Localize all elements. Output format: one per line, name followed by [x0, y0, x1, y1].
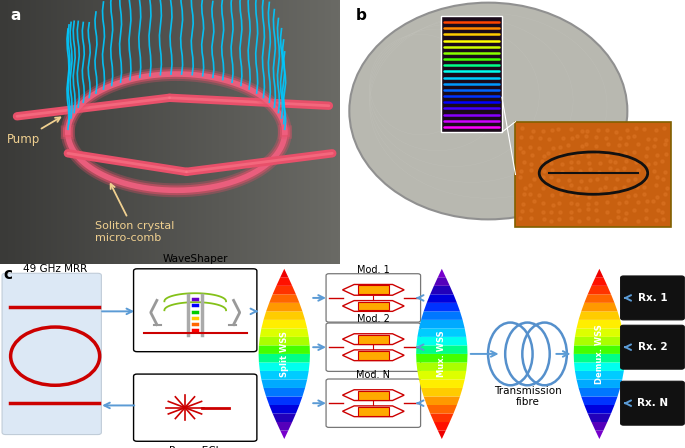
Text: 49 GHz MRR: 49 GHz MRR: [23, 264, 87, 274]
Polygon shape: [574, 337, 625, 345]
FancyBboxPatch shape: [621, 276, 684, 320]
FancyBboxPatch shape: [134, 374, 257, 441]
Polygon shape: [280, 269, 288, 277]
Polygon shape: [416, 345, 467, 354]
Text: Mod. 1: Mod. 1: [357, 265, 390, 275]
Text: Rx. 2: Rx. 2: [638, 342, 667, 352]
Polygon shape: [262, 379, 307, 388]
Polygon shape: [419, 379, 464, 388]
FancyBboxPatch shape: [358, 302, 389, 310]
Text: c: c: [3, 267, 12, 281]
Polygon shape: [416, 362, 467, 371]
Text: b: b: [356, 8, 367, 23]
Text: Pump: Pump: [7, 117, 60, 146]
Text: ·  ·  ·: · · ·: [360, 367, 387, 381]
Text: Demux. WSS: Demux. WSS: [595, 324, 604, 384]
Text: Transmission
fibre: Transmission fibre: [494, 386, 561, 407]
Polygon shape: [595, 269, 603, 277]
Polygon shape: [577, 379, 622, 388]
FancyBboxPatch shape: [358, 407, 389, 416]
Polygon shape: [260, 371, 309, 379]
Polygon shape: [421, 388, 462, 396]
Polygon shape: [259, 345, 310, 354]
Polygon shape: [417, 371, 466, 379]
Polygon shape: [419, 320, 464, 328]
Polygon shape: [575, 371, 624, 379]
FancyBboxPatch shape: [326, 379, 421, 427]
Polygon shape: [266, 396, 303, 405]
Polygon shape: [573, 345, 625, 354]
Polygon shape: [430, 286, 453, 294]
Polygon shape: [259, 354, 310, 362]
Polygon shape: [579, 311, 620, 320]
Polygon shape: [430, 414, 453, 422]
Polygon shape: [591, 277, 608, 286]
FancyBboxPatch shape: [134, 269, 257, 352]
Ellipse shape: [349, 3, 627, 220]
Polygon shape: [581, 396, 618, 405]
Text: Pump ECL: Pump ECL: [169, 446, 221, 448]
Polygon shape: [273, 414, 296, 422]
Polygon shape: [573, 354, 625, 362]
Polygon shape: [423, 396, 460, 405]
Polygon shape: [260, 328, 309, 337]
Polygon shape: [595, 431, 603, 439]
Polygon shape: [259, 362, 310, 371]
Polygon shape: [259, 337, 310, 345]
FancyBboxPatch shape: [621, 381, 684, 425]
Polygon shape: [276, 277, 292, 286]
Polygon shape: [588, 286, 611, 294]
Polygon shape: [264, 388, 305, 396]
FancyBboxPatch shape: [358, 285, 389, 294]
Polygon shape: [264, 311, 305, 320]
FancyBboxPatch shape: [358, 351, 389, 360]
Text: Mod. 2: Mod. 2: [357, 314, 390, 324]
Polygon shape: [416, 354, 467, 362]
Polygon shape: [591, 422, 608, 431]
Polygon shape: [417, 328, 466, 337]
Polygon shape: [269, 294, 299, 303]
FancyBboxPatch shape: [515, 121, 671, 227]
Text: Soliton crystal
micro-comb: Soliton crystal micro-comb: [95, 184, 174, 242]
Polygon shape: [575, 328, 624, 337]
Polygon shape: [584, 405, 614, 414]
Polygon shape: [438, 269, 446, 277]
Polygon shape: [416, 337, 467, 345]
Polygon shape: [581, 303, 618, 311]
Text: Split WSS: Split WSS: [279, 331, 289, 377]
Text: Mod. N: Mod. N: [356, 370, 390, 380]
Polygon shape: [427, 405, 457, 414]
Polygon shape: [276, 422, 292, 431]
Text: Rx. N: Rx. N: [637, 398, 668, 408]
FancyBboxPatch shape: [621, 325, 684, 369]
Text: Rx. 1: Rx. 1: [638, 293, 667, 303]
Polygon shape: [423, 303, 460, 311]
Polygon shape: [262, 320, 307, 328]
Polygon shape: [438, 431, 446, 439]
Polygon shape: [574, 362, 625, 371]
Polygon shape: [577, 320, 622, 328]
Polygon shape: [280, 431, 288, 439]
Polygon shape: [273, 286, 296, 294]
FancyBboxPatch shape: [2, 273, 101, 435]
FancyBboxPatch shape: [326, 323, 421, 371]
FancyBboxPatch shape: [441, 16, 502, 132]
Text: WaveShaper: WaveShaper: [162, 254, 228, 264]
Polygon shape: [588, 414, 611, 422]
Polygon shape: [269, 405, 299, 414]
Polygon shape: [434, 277, 450, 286]
Polygon shape: [421, 311, 462, 320]
FancyBboxPatch shape: [326, 274, 421, 322]
Text: ·  ·  ·: · · ·: [637, 367, 664, 381]
Polygon shape: [266, 303, 303, 311]
Text: a: a: [10, 8, 21, 23]
Text: Mux. WSS: Mux. WSS: [437, 331, 447, 377]
FancyBboxPatch shape: [358, 391, 389, 400]
Polygon shape: [579, 388, 620, 396]
FancyBboxPatch shape: [358, 335, 389, 344]
Polygon shape: [427, 294, 457, 303]
Text: 1 mm: 1 mm: [573, 222, 603, 232]
Polygon shape: [584, 294, 614, 303]
Polygon shape: [434, 422, 450, 431]
